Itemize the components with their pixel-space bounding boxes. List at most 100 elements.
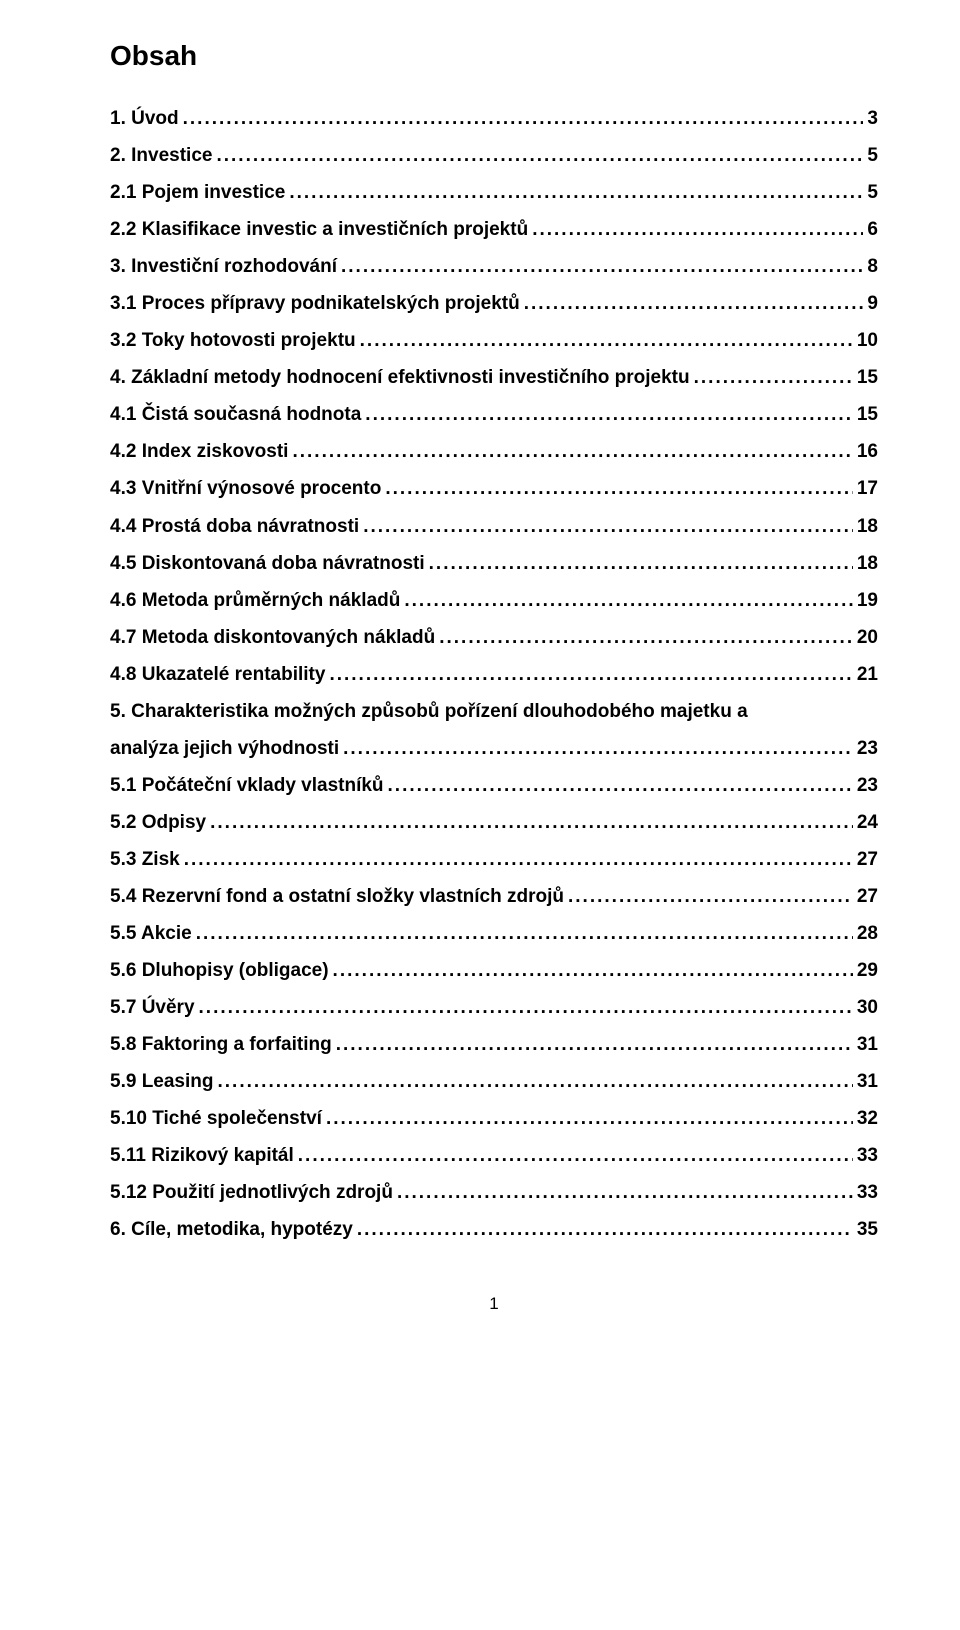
- toc-label: 3.2 Toky hotovosti projektu: [110, 322, 356, 359]
- toc-page-number: 5: [867, 137, 878, 174]
- toc-entry: 5.10 Tiché společenství 32: [110, 1100, 878, 1137]
- toc-leader-dots: [429, 545, 853, 582]
- toc-entry: 3. Investiční rozhodování 8: [110, 248, 878, 285]
- toc-entry: 4.2 Index ziskovosti 16: [110, 433, 878, 470]
- table-of-contents: 1. Úvod 3 2. Investice 52.1 Pojem investice…: [110, 100, 878, 1248]
- toc-page-number: 16: [857, 433, 878, 470]
- toc-leader-dots: [298, 1137, 853, 1174]
- toc-label: 5.8 Faktoring a forfaiting: [110, 1026, 332, 1063]
- toc-entry: 4.8 Ukazatelé rentability 21: [110, 656, 878, 693]
- toc-leader-dots: [363, 508, 853, 545]
- toc-page-number: 21: [857, 656, 878, 693]
- toc-entry: 5.4 Rezervní fond a ostatní složky vlast…: [110, 878, 878, 915]
- toc-entry: 5.5 Akcie 28: [110, 915, 878, 952]
- toc-leader-dots: [694, 359, 853, 396]
- toc-page-number: 31: [857, 1063, 878, 1100]
- toc-leader-dots: [365, 396, 853, 433]
- toc-leader-dots: [210, 804, 853, 841]
- toc-leader-dots: [360, 322, 853, 359]
- toc-label: 6. Cíle, metodika, hypotézy: [110, 1211, 353, 1248]
- toc-entry: 4.3 Vnitřní výnosové procento17: [110, 470, 878, 507]
- page-number: 1: [110, 1294, 878, 1314]
- toc-page-number: 32: [857, 1100, 878, 1137]
- page-title: Obsah: [110, 40, 878, 72]
- toc-entry: 2.2 Klasifikace investic a investičních …: [110, 211, 878, 248]
- toc-leader-dots: [341, 248, 863, 285]
- toc-entry: 5.2 Odpisy24: [110, 804, 878, 841]
- toc-entry: 4.1 Čistá současná hodnota 15: [110, 396, 878, 433]
- toc-page-number: 35: [857, 1211, 878, 1248]
- toc-leader-dots: [183, 100, 864, 137]
- toc-leader-dots: [439, 619, 853, 656]
- toc-entry: 5.12 Použití jednotlivých zdrojů 33: [110, 1174, 878, 1211]
- toc-entry: 5.1 Počáteční vklady vlastníků 23: [110, 767, 878, 804]
- toc-leader-dots: [216, 137, 863, 174]
- toc-leader-dots: [292, 433, 852, 470]
- toc-entry: 3.1 Proces přípravy podnikatelských proj…: [110, 285, 878, 322]
- toc-page-number: 27: [857, 878, 878, 915]
- toc-page-number: 8: [867, 248, 878, 285]
- toc-page-number: 23: [857, 767, 878, 804]
- toc-page-number: 27: [857, 841, 878, 878]
- toc-page-number: 31: [857, 1026, 878, 1063]
- toc-page-number: 33: [857, 1174, 878, 1211]
- toc-label: 5.9 Leasing: [110, 1063, 214, 1100]
- toc-page-number: 3: [867, 100, 878, 137]
- toc-entry: 4. Základní metody hodnocení efektivnost…: [110, 359, 878, 396]
- toc-entry: 3.2 Toky hotovosti projektu 10: [110, 322, 878, 359]
- toc-leader-dots: [388, 767, 853, 804]
- toc-label: analýza jejich výhodnosti: [110, 730, 339, 767]
- toc-page-number: 19: [857, 582, 878, 619]
- toc-page-number: 20: [857, 619, 878, 656]
- toc-page-number: 29: [857, 952, 878, 989]
- toc-entry: 4.4 Prostá doba návratnosti18: [110, 508, 878, 545]
- toc-label: 5.5 Akcie: [110, 915, 192, 952]
- toc-leader-dots: [326, 1100, 853, 1137]
- toc-leader-dots: [329, 656, 852, 693]
- toc-label: 4.7 Metoda diskontovaných nákladů: [110, 619, 435, 656]
- toc-label: 5.2 Odpisy: [110, 804, 206, 841]
- toc-label: 3.1 Proces přípravy podnikatelských proj…: [110, 285, 520, 322]
- toc-page-number: 5: [867, 174, 878, 211]
- toc-leader-dots: [397, 1174, 853, 1211]
- toc-leader-dots: [404, 582, 853, 619]
- toc-page-number: 18: [857, 545, 878, 582]
- toc-leader-dots: [532, 211, 863, 248]
- toc-label: 4.8 Ukazatelé rentability: [110, 656, 325, 693]
- toc-entry: 5.7 Úvěry 30: [110, 989, 878, 1026]
- toc-leader-dots: [199, 989, 853, 1026]
- toc-entry: 5.3 Zisk27: [110, 841, 878, 878]
- toc-label: 4.1 Čistá současná hodnota: [110, 396, 361, 433]
- toc-leader-dots: [184, 841, 853, 878]
- toc-page-number: 10: [857, 322, 878, 359]
- toc-label: 5.11 Rizikový kapitál: [110, 1137, 294, 1174]
- toc-label: 3. Investiční rozhodování: [110, 248, 337, 285]
- toc-leader-dots: [568, 878, 853, 915]
- toc-entry: 1. Úvod 3: [110, 100, 878, 137]
- toc-leader-dots: [385, 470, 853, 507]
- toc-label: 2. Investice: [110, 137, 212, 174]
- toc-page-number: 28: [857, 915, 878, 952]
- toc-label: 5.12 Použití jednotlivých zdrojů: [110, 1174, 393, 1211]
- toc-label: 5.10 Tiché společenství: [110, 1100, 322, 1137]
- toc-leader-dots: [196, 915, 853, 952]
- toc-leader-dots: [333, 952, 853, 989]
- toc-leader-dots: [357, 1211, 853, 1248]
- toc-label: 5.1 Počáteční vklady vlastníků: [110, 767, 384, 804]
- toc-page-number: 18: [857, 508, 878, 545]
- toc-entry: 4.5 Diskontovaná doba návratnosti18: [110, 545, 878, 582]
- toc-leader-dots: [336, 1026, 853, 1063]
- toc-label: 2.2 Klasifikace investic a investičních …: [110, 211, 528, 248]
- toc-page-number: 17: [857, 470, 878, 507]
- toc-label: 4.2 Index ziskovosti: [110, 433, 288, 470]
- toc-page-number: 15: [857, 396, 878, 433]
- toc-page-number: 30: [857, 989, 878, 1026]
- toc-label: 5.6 Dluhopisy (obligace): [110, 952, 329, 989]
- toc-entry: 4.7 Metoda diskontovaných nákladů 20: [110, 619, 878, 656]
- toc-entry: 2.1 Pojem investice5: [110, 174, 878, 211]
- toc-label: 1. Úvod: [110, 100, 179, 137]
- toc-entry: 5.11 Rizikový kapitál33: [110, 1137, 878, 1174]
- toc-label: 5.7 Úvěry: [110, 989, 195, 1026]
- toc-label: 5. Charakteristika možných způsobů poříz…: [110, 693, 878, 730]
- toc-label: 4. Základní metody hodnocení efektivnost…: [110, 359, 690, 396]
